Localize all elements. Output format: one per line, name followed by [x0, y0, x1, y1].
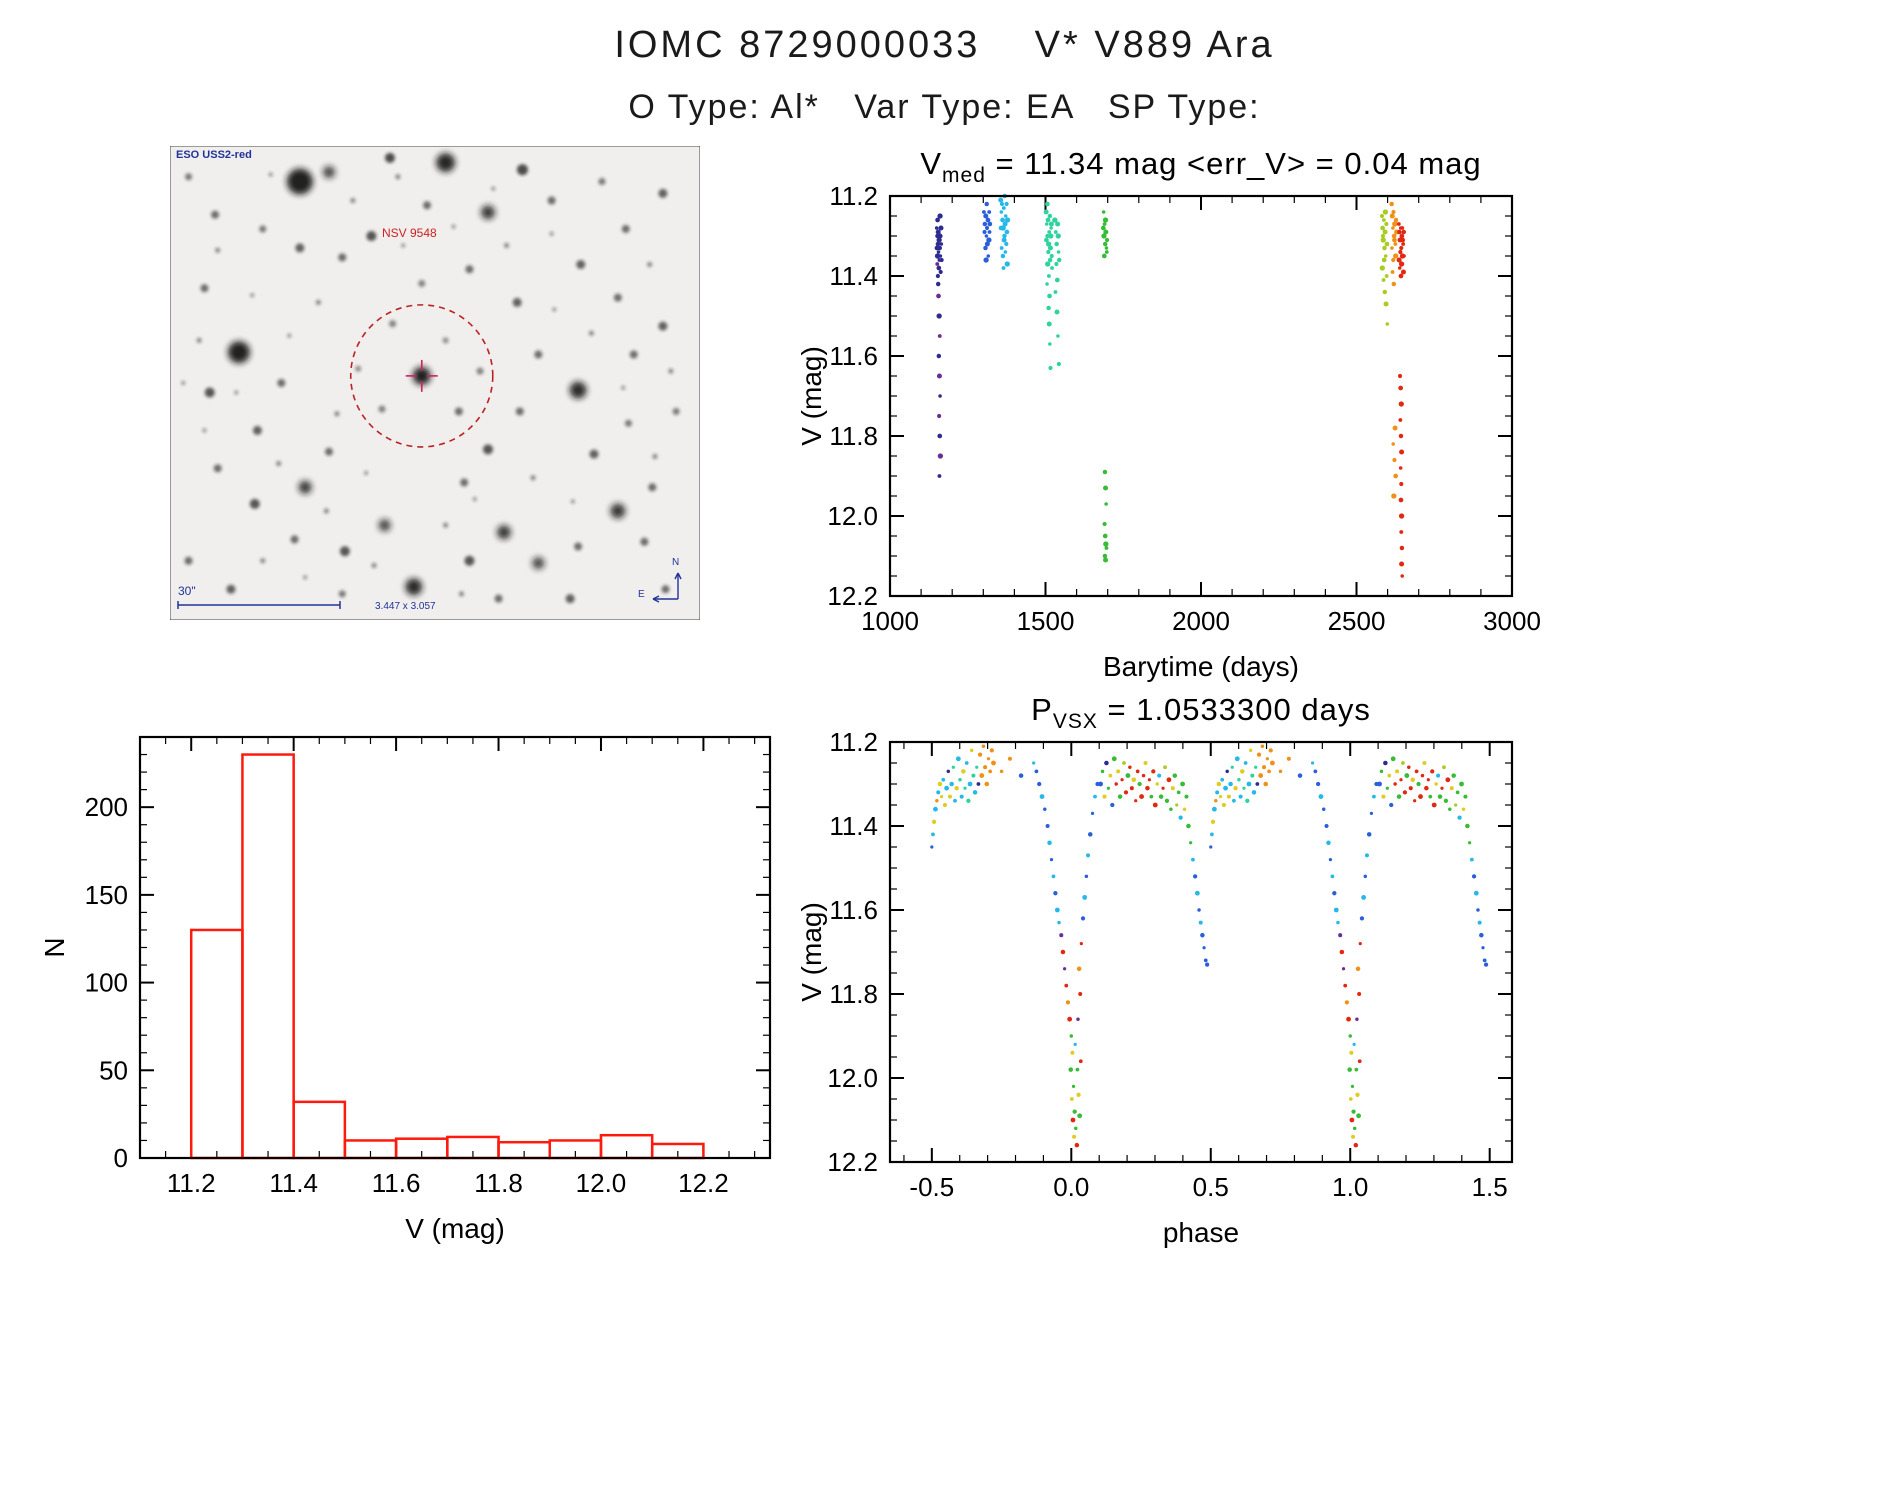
histogram-svg: 11.2 11.4 11.6 11.8 12.0 12.2 0 50 100 150 200 V (m… — [39, 735, 772, 1244]
svg-text:2000: 2000 — [1172, 606, 1230, 636]
svg-text:1500: 1500 — [1017, 606, 1075, 636]
svg-text:PVSX = 1.0533300 days: PVSX = 1.0533300 days — [1031, 692, 1371, 733]
svg-text:11.4: 11.4 — [829, 261, 878, 291]
svg-text:0.0: 0.0 — [1053, 1172, 1089, 1202]
star-field-image — [170, 146, 700, 620]
svg-text:V (mag): V (mag) — [796, 902, 827, 1002]
svg-text:11.4: 11.4 — [829, 811, 878, 841]
svg-text:12.2: 12.2 — [827, 581, 878, 611]
svg-text:11.2: 11.2 — [829, 181, 878, 211]
svg-text:2500: 2500 — [1328, 606, 1386, 636]
svg-text:12.2: 12.2 — [678, 1168, 729, 1198]
svg-text:11.6: 11.6 — [372, 1168, 421, 1198]
svg-text:N: N — [40, 937, 70, 957]
page-title: IOMC 8729000033 V* V889 Ara — [614, 24, 1275, 66]
svg-text:V (mag): V (mag) — [796, 346, 827, 446]
axes: 1000 1500 2000 2500 3000 11.2 11.4 11.6 11.8 12.0… — [827, 181, 1541, 636]
data-points — [930, 744, 1489, 1148]
svg-text:200: 200 — [85, 792, 128, 822]
svg-text:11.6: 11.6 — [829, 341, 878, 371]
svg-text:11.2: 11.2 — [829, 727, 878, 757]
svg-text:11.8: 11.8 — [829, 421, 878, 451]
svg-text:150: 150 — [85, 880, 128, 910]
svg-text:0: 0 — [114, 1143, 128, 1173]
svg-text:1.5: 1.5 — [1472, 1172, 1508, 1202]
svg-text:Barytime (days): Barytime (days) — [1103, 651, 1299, 682]
axes: 11.2 11.4 11.6 11.8 12.0 12.2 0 50 100 150 200 — [85, 736, 770, 1198]
axes: -0.5 0.0 0.5 1.0 1.5 11.2 11.4 11.6 11.8 12.0 12.2 — [827, 727, 1512, 1202]
svg-text:12.2: 12.2 — [827, 1147, 878, 1177]
svg-text:-0.5: -0.5 — [909, 1172, 954, 1202]
svg-text:3000: 3000 — [1483, 606, 1540, 636]
svg-text:phase: phase — [1163, 1217, 1239, 1248]
phase-svg: -0.5 0.0 0.5 1.0 1.5 11.2 11.4 11.6 11.8 12.0 12.2… — [796, 692, 1514, 1248]
stars — [181, 152, 680, 604]
svg-text:11.2: 11.2 — [167, 1168, 216, 1198]
data-points — [189, 753, 705, 1160]
svg-text:12.0: 12.0 — [576, 1168, 627, 1198]
svg-text:12.0: 12.0 — [827, 501, 878, 531]
svg-text:1000: 1000 — [861, 606, 919, 636]
svg-text:Vmed = 11.34 mag <err_V> = 0.0: Vmed = 11.34 mag <err_V> = 0.04 mag — [920, 146, 1481, 187]
svg-text:100: 100 — [85, 968, 128, 998]
lightcurve-svg: 1000 1500 2000 2500 3000 11.2 11.4 11.6 11.8 12.0… — [796, 146, 1541, 682]
phase-folded-chart: -0.5 0.0 0.5 1.0 1.5 11.2 11.4 11.6 11.8 12.0 12.2… — [795, 688, 1540, 1278]
lightcurve-chart: 1000 1500 2000 2500 3000 11.2 11.4 11.6 11.8 12.0… — [795, 138, 1541, 688]
finding-chart-panel: ESO USS2-red NSV 9548 30" 3.447 x 3.057 … — [170, 146, 700, 620]
svg-text:11.8: 11.8 — [829, 979, 878, 1009]
svg-text:0.5: 0.5 — [1193, 1172, 1229, 1202]
page-subtitle: O Type: Al* Var Type: EA SP Type: — [628, 88, 1261, 126]
svg-text:11.8: 11.8 — [474, 1168, 523, 1198]
svg-text:1.0: 1.0 — [1332, 1172, 1368, 1202]
svg-text:50: 50 — [99, 1055, 128, 1085]
svg-text:11.6: 11.6 — [829, 895, 878, 925]
magnitude-histogram-chart: 11.2 11.4 11.6 11.8 12.0 12.2 0 50 100 150 200 V (m… — [39, 690, 780, 1275]
data-points — [934, 193, 1406, 578]
svg-text:11.4: 11.4 — [269, 1168, 318, 1198]
svg-text:V (mag): V (mag) — [405, 1213, 505, 1244]
svg-text:12.0: 12.0 — [827, 1063, 878, 1093]
